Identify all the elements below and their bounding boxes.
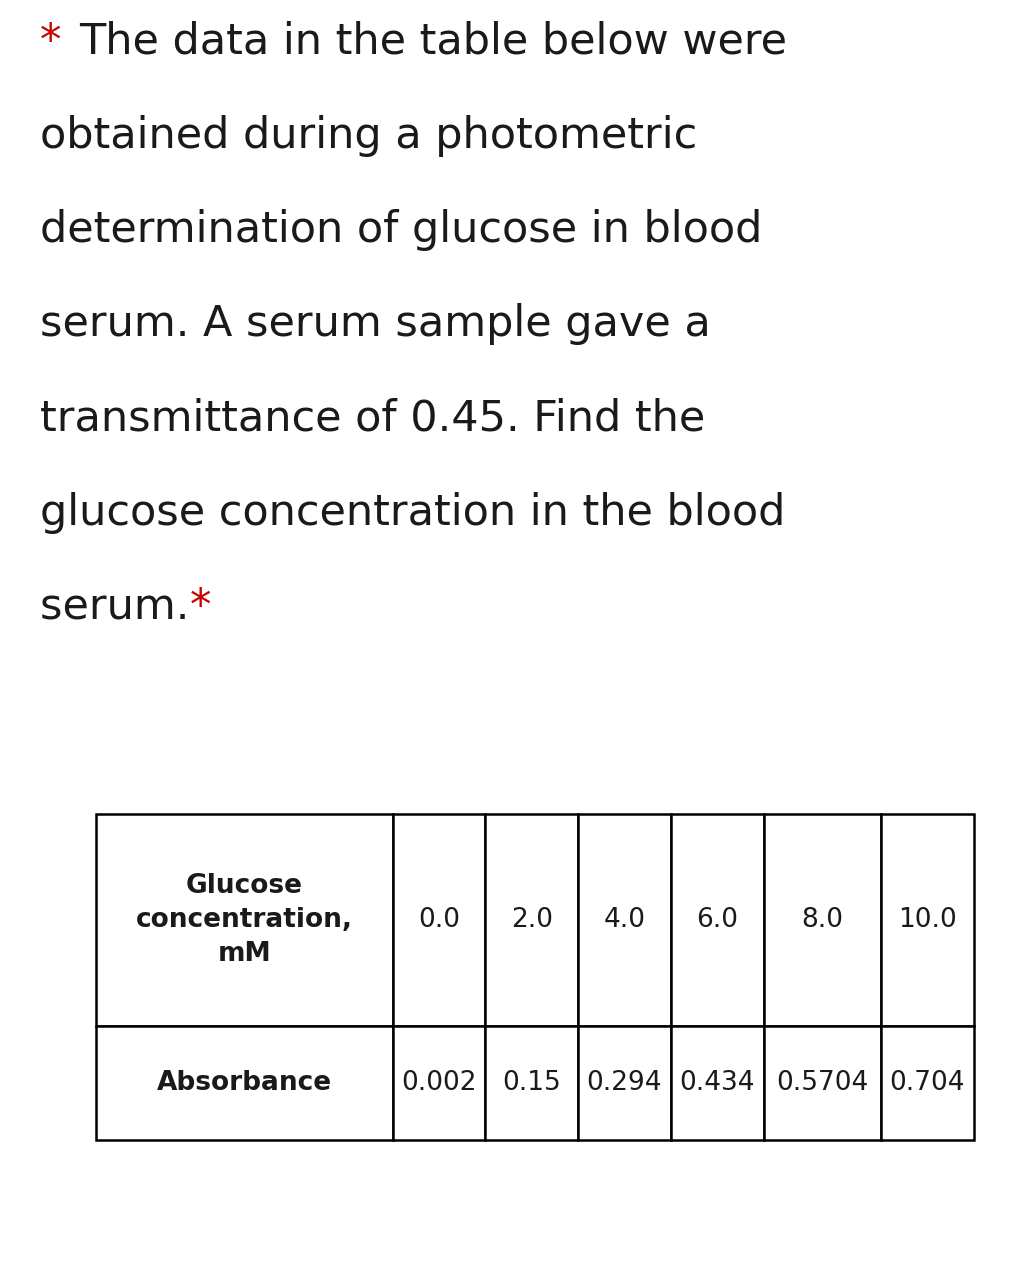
Text: 0.434: 0.434	[679, 1070, 755, 1096]
Text: Absorbance: Absorbance	[156, 1070, 332, 1096]
Bar	[96, 1027, 393, 1140]
Bar	[578, 1027, 671, 1140]
Text: serum.: serum.	[40, 586, 204, 628]
Bar	[764, 1027, 881, 1140]
Text: 6.0: 6.0	[696, 908, 739, 933]
Text: The data in the table below were: The data in the table below were	[79, 20, 787, 63]
Bar	[881, 1027, 974, 1140]
Text: 8.0: 8.0	[801, 908, 844, 933]
Bar	[671, 814, 764, 1027]
Bar	[578, 814, 671, 1027]
Bar	[485, 1027, 578, 1140]
Bar	[393, 1027, 485, 1140]
Text: 0.5704: 0.5704	[776, 1070, 869, 1096]
Bar	[485, 814, 578, 1027]
Text: determination of glucose in blood: determination of glucose in blood	[40, 209, 763, 251]
Text: 4.0: 4.0	[603, 908, 646, 933]
Bar	[764, 814, 881, 1027]
Text: 0.294: 0.294	[586, 1070, 662, 1096]
Text: 10.0: 10.0	[898, 908, 957, 933]
Text: 0.15: 0.15	[502, 1070, 561, 1096]
Text: 0.0: 0.0	[418, 908, 460, 933]
Bar	[881, 814, 974, 1027]
Bar	[96, 814, 393, 1027]
Bar	[671, 1027, 764, 1140]
Text: transmittance of 0.45. Find the: transmittance of 0.45. Find the	[40, 398, 705, 439]
Text: *: *	[190, 586, 211, 628]
Text: serum. A serum sample gave a: serum. A serum sample gave a	[40, 303, 711, 346]
Text: glucose concentration in the blood: glucose concentration in the blood	[40, 492, 786, 534]
Text: 0.002: 0.002	[402, 1070, 476, 1096]
Text: 2.0: 2.0	[511, 908, 553, 933]
Text: *: *	[40, 20, 76, 63]
Text: 0.704: 0.704	[890, 1070, 965, 1096]
Text: obtained during a photometric: obtained during a photometric	[40, 115, 697, 157]
Bar	[393, 814, 485, 1027]
Text: Glucose
concentration,
mM: Glucose concentration, mM	[136, 873, 353, 968]
